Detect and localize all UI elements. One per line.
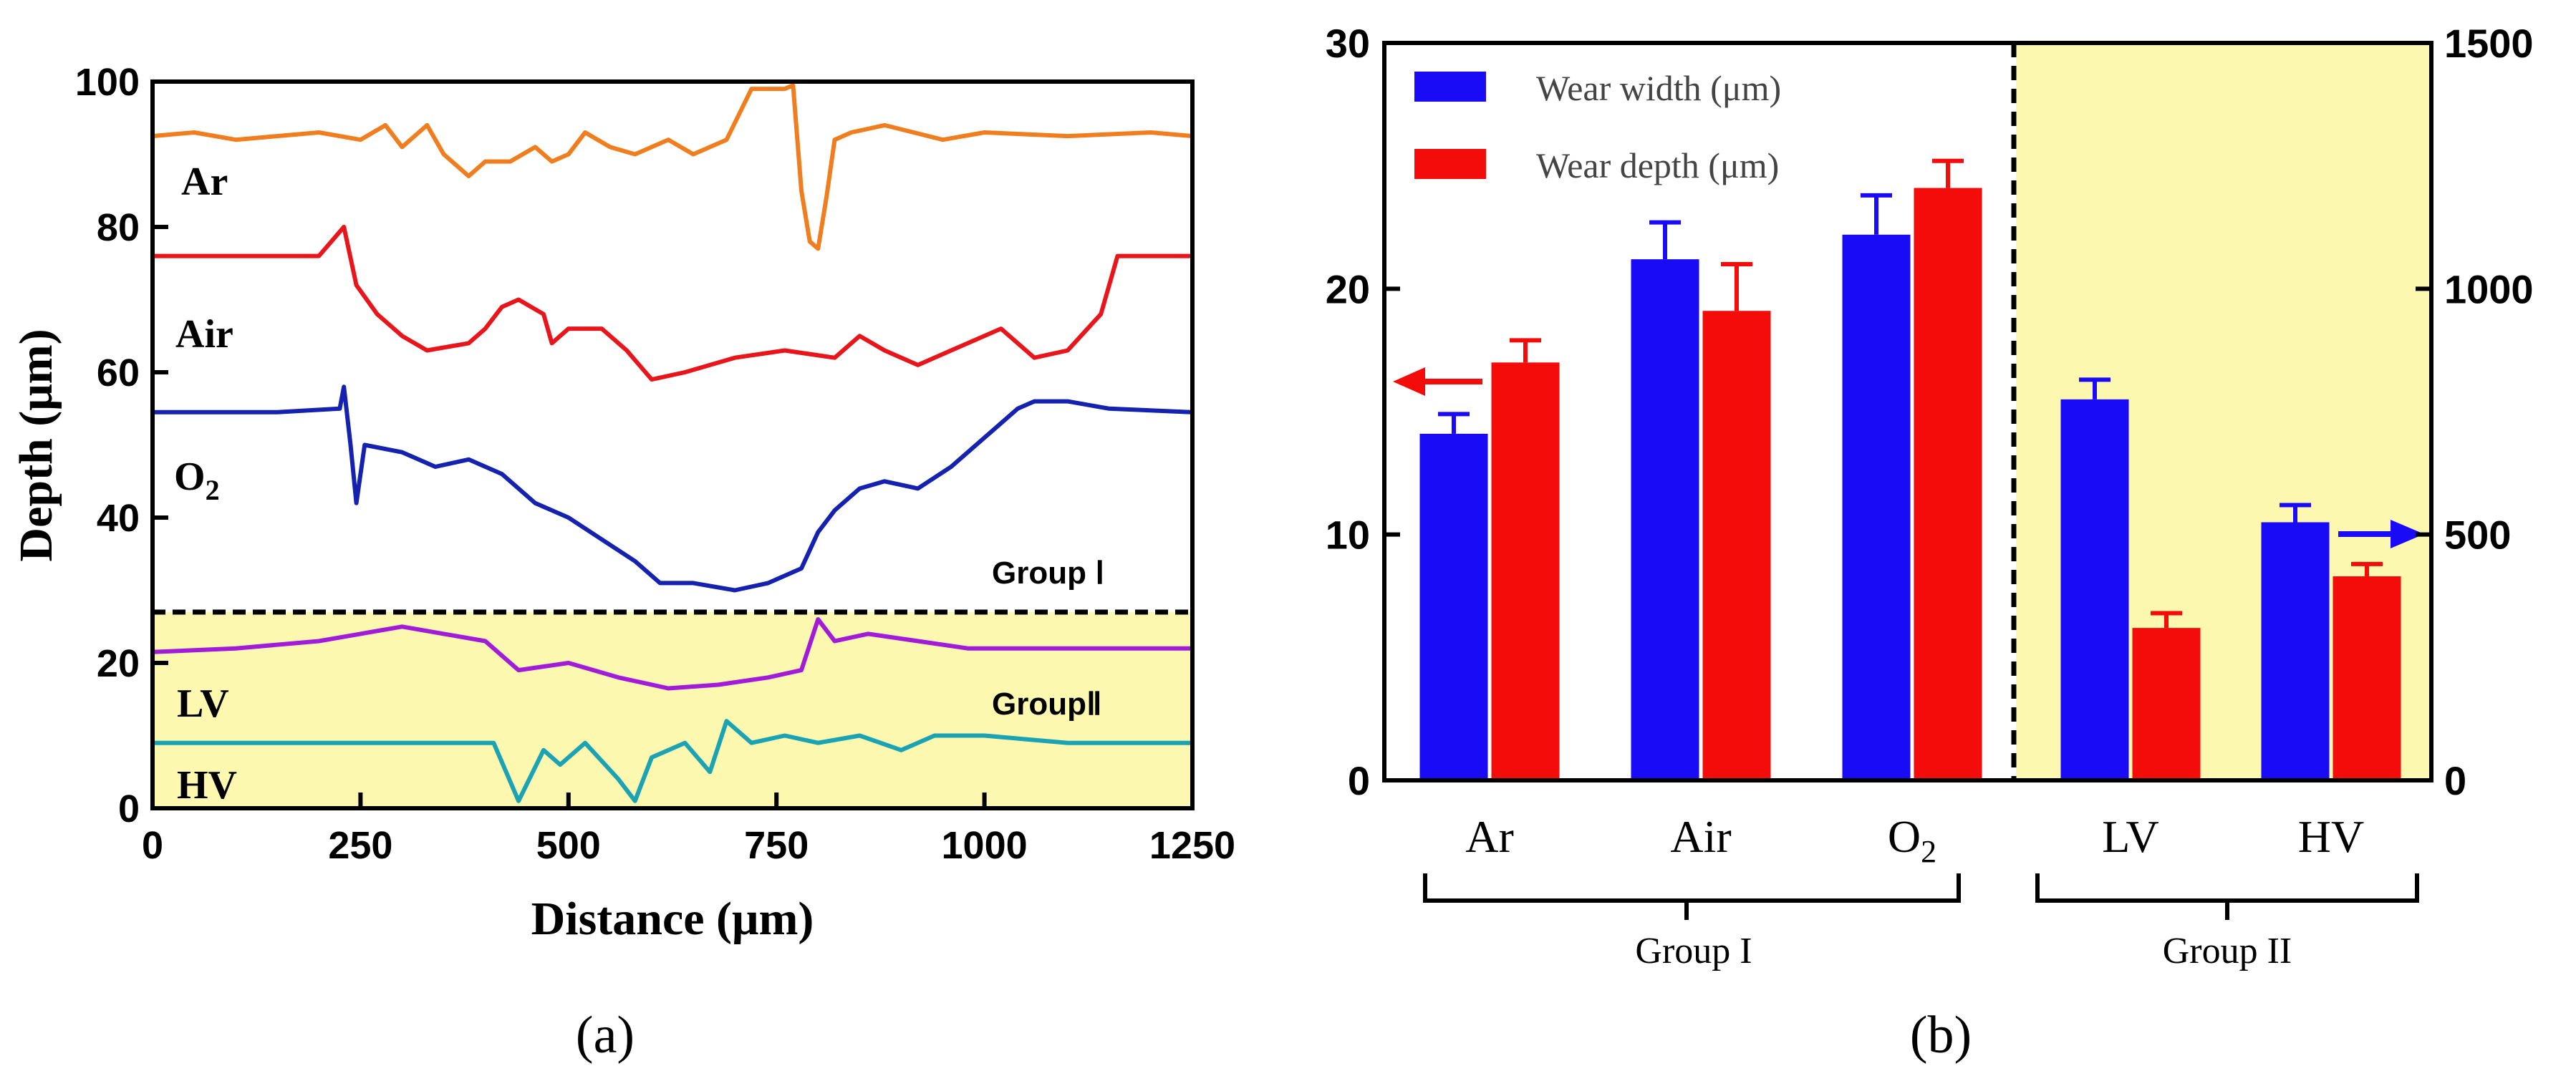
panel-a-label: (a) xyxy=(576,1006,635,1065)
x-tick-label: 0 xyxy=(142,824,163,867)
bar-depth-lv xyxy=(2132,628,2201,780)
x-tick-label: 250 xyxy=(328,824,392,867)
left-y-tick-label: 20 xyxy=(1326,266,1370,311)
category-label-ar: Ar xyxy=(1465,811,1514,862)
y-tick-label: 40 xyxy=(97,497,140,540)
panel-a-depth-profiles: 0 20 40 60 80 100 0 250 500 750 1000 1250 Depth (μ… xyxy=(10,61,1235,1065)
legend-wear-depth-label: Wear depth (μm) xyxy=(1536,145,1779,185)
legend-wear-width-label: Wear width (μm) xyxy=(1536,68,1781,108)
category-label-hv: HV xyxy=(2298,811,2364,862)
right-axis-arrow-head xyxy=(2391,520,2424,548)
left-y-tick-label: 0 xyxy=(1348,758,1370,803)
depth-profile-lv xyxy=(152,617,1192,691)
x-tick-label: 1000 xyxy=(942,824,1028,867)
legend-wear-depth-swatch xyxy=(1414,149,1486,179)
bar-width-ar xyxy=(1419,433,1488,780)
depth-profile-air xyxy=(153,225,1192,382)
depth-profile-hv xyxy=(153,719,1192,803)
legend-wear-width-swatch xyxy=(1414,72,1486,102)
bar-depth-o2 xyxy=(1914,188,1982,781)
category-label-o2: O2 xyxy=(1888,811,1936,869)
bar-width-air xyxy=(1631,259,1699,781)
panel-b-label: (b) xyxy=(1910,1006,1972,1065)
bar-width-lv xyxy=(2060,399,2129,780)
category-label-lv: LV xyxy=(2102,811,2158,862)
series-label-lv: LV xyxy=(177,682,229,726)
category-label-air: Air xyxy=(1670,811,1731,862)
y-tick-label: 60 xyxy=(97,352,140,394)
series-label-ar: Ar xyxy=(181,160,228,204)
series-label-o2: O2 xyxy=(174,455,220,506)
right-y-tick-label: 500 xyxy=(2444,513,2511,558)
bar-depth-hv xyxy=(2333,576,2401,780)
right-y-tick-label: 1000 xyxy=(2444,266,2534,311)
depth-profile-ar xyxy=(152,83,1193,251)
panel-b-wear-bars: Wear width (μm) Wear depth (μm) 0102030 … xyxy=(1326,21,2534,1065)
y-tick-label: 20 xyxy=(97,642,140,685)
group-1-label: Group Ⅰ xyxy=(992,556,1104,591)
plot-frame-b xyxy=(1382,41,2433,782)
plot-frame-a xyxy=(150,79,1195,810)
x-axis-title: Distance (μm) xyxy=(531,893,814,945)
bar-width-o2 xyxy=(1842,234,1911,780)
group-2-brace xyxy=(2035,873,2419,920)
group-2-background xyxy=(153,611,1192,808)
x-tick-label: 500 xyxy=(536,824,601,867)
group-2-label: Group II xyxy=(2163,931,2292,971)
depth-profile-o2 xyxy=(153,384,1193,593)
group-2-label: GroupⅡ xyxy=(992,687,1102,722)
series-label-hv: HV xyxy=(177,763,237,808)
series-label-air: Air xyxy=(175,312,233,357)
group-1-label: Group I xyxy=(1635,931,1752,971)
y-tick-label: 80 xyxy=(97,206,140,249)
group-1-brace xyxy=(1423,873,1961,920)
y-axis-title: Depth (μm) xyxy=(10,329,62,561)
left-y-tick-label: 10 xyxy=(1326,513,1370,558)
bar-depth-ar xyxy=(1491,362,1560,780)
left-axis-arrow-head xyxy=(1393,367,1425,396)
y-tick-label: 100 xyxy=(75,61,140,104)
y-tick-label: 0 xyxy=(118,787,140,830)
left-y-tick-label: 30 xyxy=(1326,21,1370,66)
x-tick-label: 1250 xyxy=(1149,824,1235,867)
bar-depth-air xyxy=(1702,311,1771,780)
x-tick-label: 750 xyxy=(744,824,809,867)
bar-width-hv xyxy=(2261,522,2330,780)
right-y-tick-label: 1500 xyxy=(2444,21,2534,66)
right-y-tick-label: 0 xyxy=(2444,758,2466,803)
